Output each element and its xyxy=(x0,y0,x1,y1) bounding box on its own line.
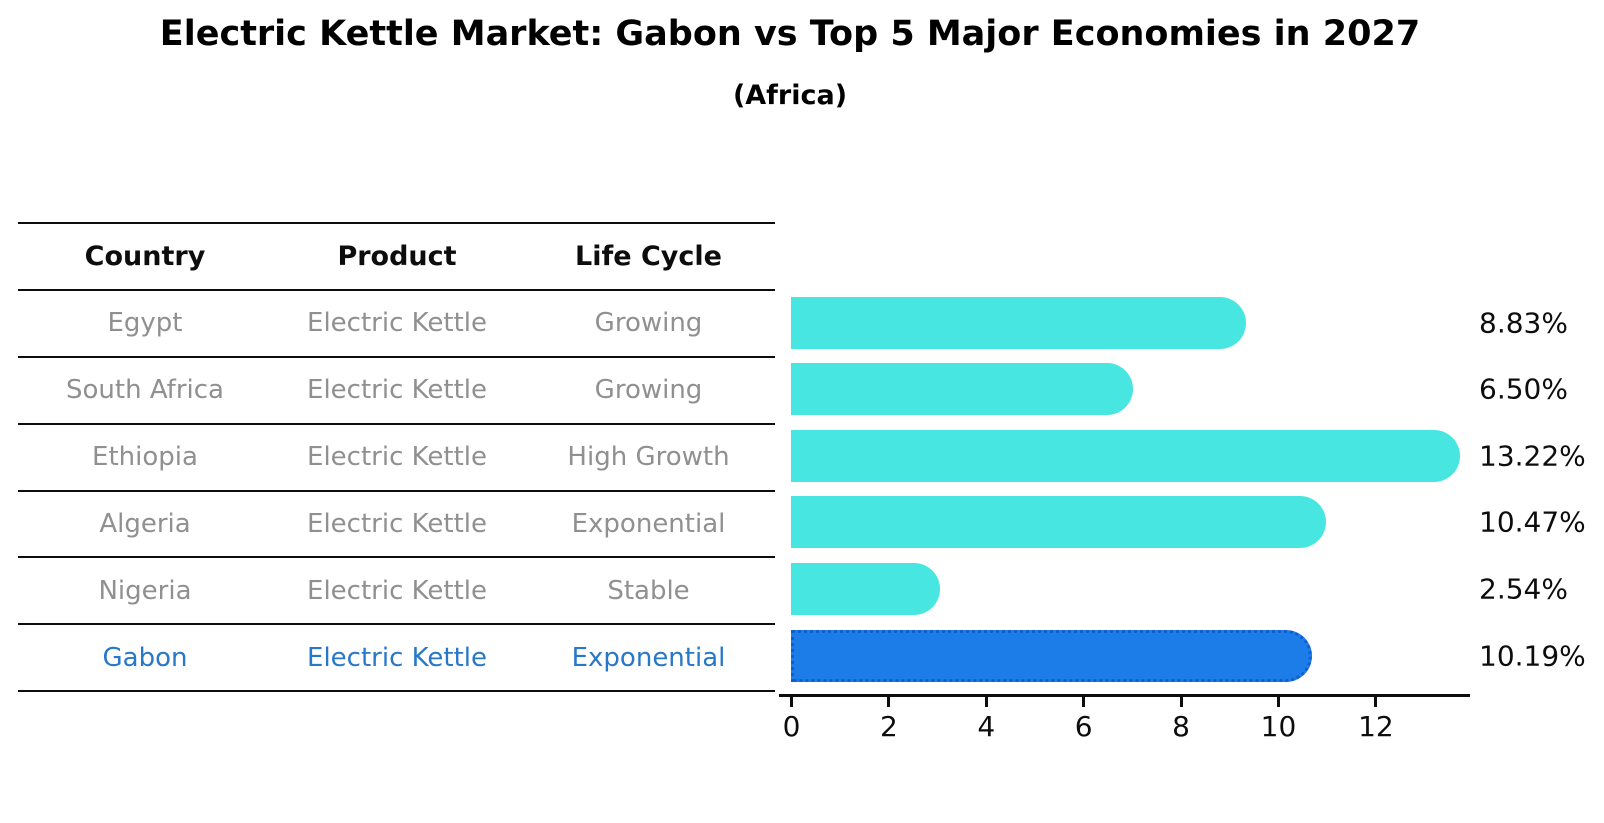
bar-value-label: 13.22% xyxy=(1479,439,1586,473)
table-row: Ethiopia Electric Kettle High Growth xyxy=(18,422,775,490)
x-tick-label: 8 xyxy=(1172,710,1191,743)
x-tick-label: 10 xyxy=(1260,710,1297,743)
x-tick-mark xyxy=(1082,695,1086,707)
table-row: Gabon Electric Kettle Exponential xyxy=(18,623,775,693)
table-row: Egypt Electric Kettle Growing xyxy=(18,288,775,356)
table-row: Algeria Electric Kettle Exponential xyxy=(18,489,775,557)
bar-south-africa xyxy=(791,363,1133,416)
table-cell-product: Electric Kettle xyxy=(307,308,487,339)
table-cell-product: Electric Kettle xyxy=(307,575,487,606)
column-header: Life Cycle xyxy=(575,240,722,272)
x-tick-label: 4 xyxy=(977,710,996,743)
table-cell-life-cycle: Stable xyxy=(607,575,690,606)
x-tick-label: 6 xyxy=(1074,710,1093,743)
chart-subtitle: (Africa) xyxy=(732,80,848,111)
table-cell-country: Algeria xyxy=(99,509,191,539)
x-tick-label: 0 xyxy=(782,710,801,743)
column-header: Product xyxy=(337,240,457,272)
table-header-row: Country Product Life Cycle xyxy=(18,222,775,289)
table-cell-life-cycle: Growing xyxy=(594,375,703,406)
bar-value-label: 2.54% xyxy=(1479,572,1568,606)
bar-value-label: 10.47% xyxy=(1479,505,1586,539)
x-tick-mark xyxy=(984,695,988,707)
country-info-table: Country Product Life Cycle Egypt Electric Ke… xyxy=(18,222,775,693)
x-tick-mark xyxy=(1179,695,1183,707)
bar-algeria xyxy=(791,496,1326,549)
x-tick-label: 12 xyxy=(1358,710,1394,743)
table-cell-life-cycle: Exponential xyxy=(571,509,726,539)
bar-egypt xyxy=(791,296,1247,349)
table-cell-country: Ethiopia xyxy=(92,442,198,473)
table-cell-product: Electric Kettle xyxy=(307,509,487,539)
x-tick-mark xyxy=(1374,695,1378,707)
bar-gabon xyxy=(791,629,1313,682)
table-cell-country: Egypt xyxy=(107,308,183,339)
x-tick-mark xyxy=(1277,695,1280,707)
table-cell-life-cycle: Exponential xyxy=(571,642,726,673)
x-tick-mark xyxy=(887,695,891,707)
table-cell-product: Electric Kettle xyxy=(307,642,487,673)
column-header: Country xyxy=(84,240,206,272)
table-row: Nigeria Electric Kettle Stable xyxy=(18,556,775,623)
table-cell-country: South Africa xyxy=(66,375,224,406)
x-tick-label: 2 xyxy=(879,710,898,743)
bar-value-label: 10.19% xyxy=(1479,639,1586,672)
table-cell-life-cycle: High Growth xyxy=(567,442,730,473)
table-cell-country: Nigeria xyxy=(98,575,192,606)
table-cell-product: Electric Kettle xyxy=(307,442,487,473)
table-cell-product: Electric Kettle xyxy=(307,375,487,406)
table-row: South Africa Electric Kettle Growing xyxy=(18,355,775,423)
bar-value-label: 8.83% xyxy=(1479,306,1568,339)
bar-ethiopia xyxy=(791,429,1460,482)
x-tick-mark xyxy=(790,695,793,707)
bar-nigeria xyxy=(791,562,940,615)
chart-title: Electric Kettle Market: Gabon vs Top 5 M… xyxy=(159,14,1421,54)
x-axis-line xyxy=(779,694,1470,697)
table-cell-country: Gabon xyxy=(102,642,188,673)
table-cell-life-cycle: Growing xyxy=(594,308,703,339)
bar-value-label: 6.50% xyxy=(1479,372,1568,406)
